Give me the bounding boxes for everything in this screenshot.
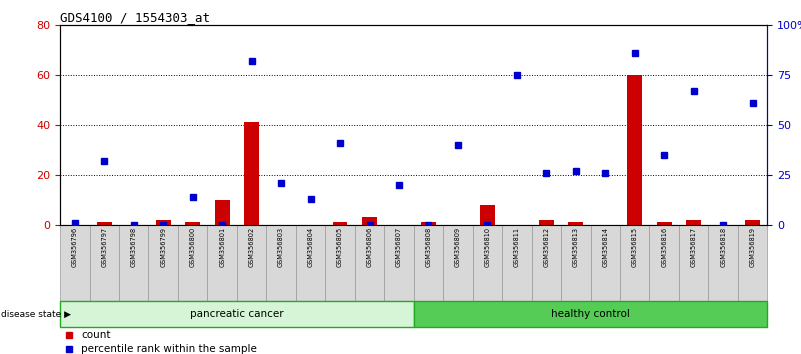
Text: GSM356807: GSM356807 — [396, 227, 402, 267]
Bar — [627, 75, 642, 225]
Text: GSM356812: GSM356812 — [543, 227, 549, 267]
Text: pancreatic cancer: pancreatic cancer — [190, 309, 284, 319]
Bar — [362, 217, 377, 225]
Bar — [267, 225, 296, 301]
Bar — [384, 225, 413, 301]
Bar — [679, 225, 708, 301]
Text: GDS4100 / 1554303_at: GDS4100 / 1554303_at — [60, 11, 210, 24]
Text: count: count — [81, 330, 111, 340]
Text: GSM356816: GSM356816 — [661, 227, 667, 267]
Text: percentile rank within the sample: percentile rank within the sample — [81, 344, 257, 354]
Bar — [708, 225, 738, 301]
Bar — [60, 225, 90, 301]
Bar — [97, 222, 111, 225]
Text: GSM356818: GSM356818 — [720, 227, 727, 267]
Bar — [60, 301, 413, 327]
Text: GSM356808: GSM356808 — [425, 227, 432, 267]
Text: GSM356803: GSM356803 — [278, 227, 284, 267]
Text: GSM356802: GSM356802 — [248, 227, 255, 267]
Bar — [237, 225, 267, 301]
Text: GSM356814: GSM356814 — [602, 227, 608, 267]
Bar — [745, 220, 760, 225]
Bar — [413, 225, 443, 301]
Text: GSM356801: GSM356801 — [219, 227, 225, 267]
Text: GSM356796: GSM356796 — [72, 227, 78, 267]
Bar — [738, 225, 767, 301]
Bar — [332, 222, 348, 225]
Text: GSM356806: GSM356806 — [367, 227, 372, 267]
Text: GSM356813: GSM356813 — [573, 227, 579, 267]
Text: GSM356819: GSM356819 — [750, 227, 755, 267]
Bar — [502, 225, 532, 301]
Text: GSM356811: GSM356811 — [514, 227, 520, 267]
Bar — [413, 301, 767, 327]
Bar — [119, 225, 148, 301]
Text: GSM356810: GSM356810 — [485, 227, 490, 267]
Bar — [480, 205, 495, 225]
Text: GSM356809: GSM356809 — [455, 227, 461, 267]
Bar — [421, 222, 436, 225]
Bar — [561, 225, 590, 301]
Bar — [178, 225, 207, 301]
Text: GSM356797: GSM356797 — [101, 227, 107, 267]
Bar — [90, 225, 119, 301]
Text: GSM356799: GSM356799 — [160, 227, 167, 267]
Bar — [355, 225, 384, 301]
Text: GSM356800: GSM356800 — [190, 227, 195, 267]
Bar — [539, 220, 553, 225]
Bar — [207, 225, 237, 301]
Bar — [325, 225, 355, 301]
Bar — [215, 200, 230, 225]
Bar — [657, 222, 671, 225]
Text: GSM356805: GSM356805 — [337, 227, 343, 267]
Bar — [686, 220, 701, 225]
Bar — [244, 122, 259, 225]
Text: GSM356798: GSM356798 — [131, 227, 137, 267]
Bar — [620, 225, 650, 301]
Bar — [650, 225, 679, 301]
Bar — [473, 225, 502, 301]
Text: disease state ▶: disease state ▶ — [1, 310, 70, 319]
Text: GSM356817: GSM356817 — [690, 227, 697, 267]
Bar — [296, 225, 325, 301]
Bar — [590, 225, 620, 301]
Bar — [156, 220, 171, 225]
Bar — [532, 225, 561, 301]
Text: healthy control: healthy control — [551, 309, 630, 319]
Text: GSM356815: GSM356815 — [632, 227, 638, 267]
Bar — [185, 222, 200, 225]
Bar — [569, 222, 583, 225]
Bar — [148, 225, 178, 301]
Bar — [443, 225, 473, 301]
Text: GSM356804: GSM356804 — [308, 227, 313, 267]
